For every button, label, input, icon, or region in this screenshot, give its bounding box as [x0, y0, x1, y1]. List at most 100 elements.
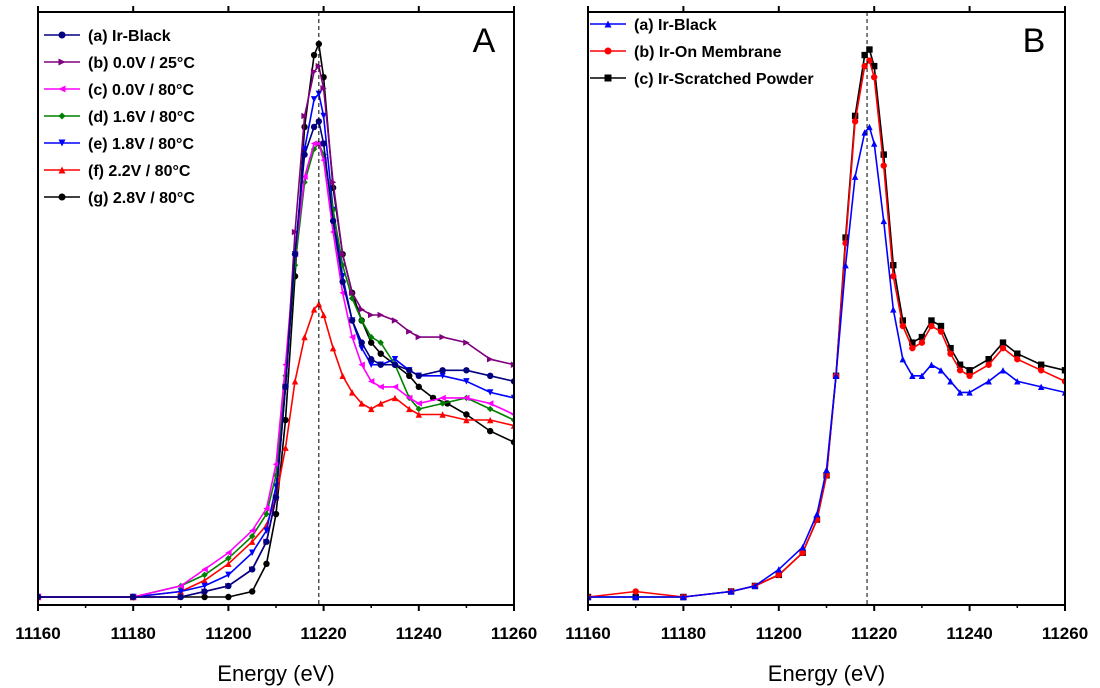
- x-tick-label: 11200: [756, 624, 802, 643]
- data-point: [861, 62, 868, 70]
- data-point: [813, 510, 821, 518]
- x-tick-label: 11220: [851, 624, 897, 643]
- x-tick-label: 11160: [15, 624, 60, 643]
- data-point: [201, 588, 208, 595]
- legend-label: (c) Ir-Scratched Powder: [634, 71, 814, 88]
- data-point: [315, 140, 323, 147]
- data-point: [909, 372, 916, 379]
- panel-letter: A: [473, 22, 496, 60]
- data-point: [391, 383, 399, 391]
- data-point: [263, 505, 270, 512]
- plot-frame: [587, 11, 1066, 606]
- legend-label: (g) 2.8V / 80°C: [88, 190, 195, 207]
- series-1: [38, 300, 514, 601]
- data-point: [463, 416, 470, 424]
- x-tick-label: 11180: [110, 624, 155, 643]
- data-point: [463, 411, 470, 418]
- data-point: [201, 566, 208, 573]
- data-point: [999, 339, 1007, 346]
- panel-a: 11160 11180 11200 11220 11240 11260 Energy (eV…: [15, 6, 537, 686]
- data-point: [391, 361, 399, 368]
- data-point: [315, 62, 323, 70]
- data-point: [368, 311, 375, 319]
- data-point: [315, 300, 323, 308]
- legend: (a) Ir-Black (b) 0.0V / 25°C (c) 0.0V / 80…: [44, 28, 195, 207]
- series-0: [588, 46, 1065, 601]
- data-point: [1061, 367, 1065, 374]
- data-point: [291, 378, 299, 385]
- data-point: [632, 593, 639, 601]
- data-point: [225, 560, 232, 568]
- data-point: [880, 162, 887, 169]
- legend-label: (b) Ir-On Membrane: [634, 44, 782, 61]
- data-point: [130, 593, 137, 601]
- data-point: [339, 372, 346, 379]
- data-point: [348, 333, 356, 341]
- data-point: [866, 123, 873, 131]
- data-point: [947, 378, 954, 385]
- data-point: [320, 85, 327, 92]
- legend-label: (d) 1.6V / 80°C: [88, 109, 195, 126]
- data-point: [956, 389, 964, 396]
- data-point: [439, 394, 446, 402]
- panel-b: 11160 11180 11200 11220 11240 11260 Energy (eV…: [565, 6, 1088, 686]
- data-point: [315, 90, 323, 97]
- data-point: [890, 273, 897, 280]
- data-point: [301, 151, 308, 158]
- data-point: [918, 333, 926, 341]
- data-point: [487, 400, 494, 407]
- data-point: [301, 112, 308, 120]
- data-point: [315, 118, 323, 125]
- legend-marker: [58, 112, 66, 120]
- data-point: [1037, 367, 1045, 374]
- data-point: [463, 367, 470, 374]
- data-point: [263, 538, 270, 545]
- data-point: [320, 140, 327, 147]
- data-point: [301, 145, 308, 153]
- data-point: [937, 328, 945, 335]
- data-point: [947, 350, 954, 357]
- legend-label: (b) 0.0V / 25°C: [88, 55, 195, 72]
- data-point: [880, 217, 887, 225]
- data-point: [985, 361, 992, 368]
- data-point: [320, 112, 327, 120]
- data-point: [985, 378, 992, 385]
- data-point: [377, 339, 384, 346]
- data-point: [439, 411, 446, 418]
- data-point: [832, 372, 840, 379]
- data-point: [310, 68, 318, 75]
- data-point: [272, 494, 280, 501]
- legend-marker: [58, 85, 66, 93]
- data-point: [177, 593, 184, 601]
- data-point: [861, 51, 868, 59]
- data-point: [368, 405, 375, 413]
- data-point: [201, 571, 208, 579]
- data-point: [823, 466, 830, 474]
- legend-marker: [58, 193, 66, 201]
- data-point: [406, 328, 413, 335]
- data-point: [368, 356, 375, 363]
- data-point: [329, 217, 337, 225]
- data-point: [1014, 350, 1021, 357]
- data-point: [866, 46, 873, 53]
- data-point: [339, 250, 346, 258]
- data-point: [680, 593, 687, 601]
- panel-letter: B: [1023, 22, 1046, 60]
- data-point: [348, 317, 356, 324]
- data-point: [999, 344, 1007, 352]
- data-point: [272, 510, 280, 518]
- data-point: [871, 140, 878, 147]
- data-point: [439, 372, 446, 379]
- data-point: [368, 339, 375, 346]
- data-point: [727, 588, 735, 595]
- data-point: [415, 372, 422, 379]
- data-point: [225, 582, 232, 590]
- data-point: [909, 344, 916, 352]
- data-point: [201, 593, 208, 601]
- data-point: [406, 405, 413, 413]
- data-point: [918, 372, 926, 379]
- data-point: [377, 361, 384, 368]
- data-point: [851, 112, 859, 120]
- data-point: [487, 405, 494, 413]
